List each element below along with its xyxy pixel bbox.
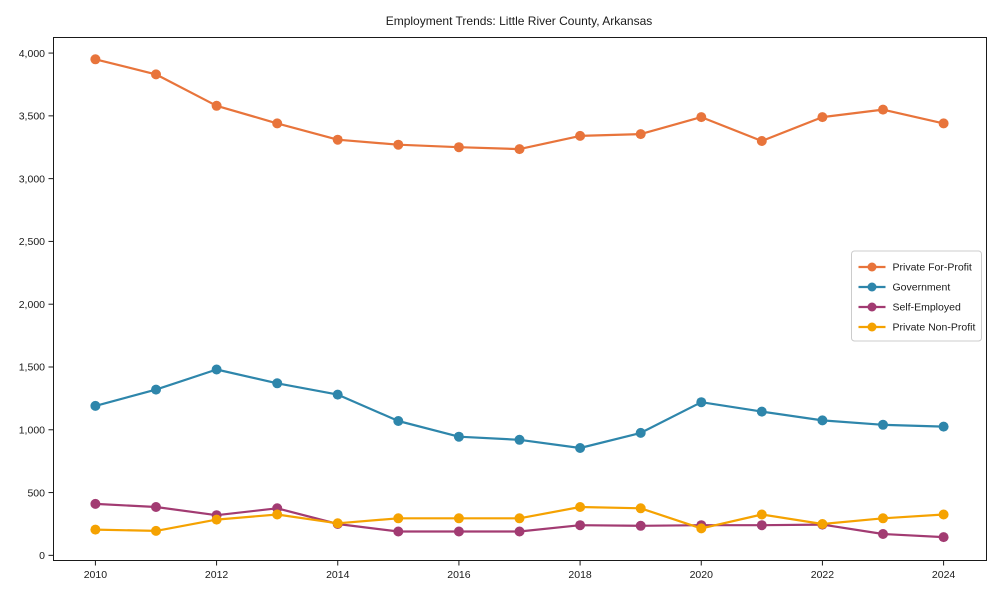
y-tick-label: 2,000: [19, 299, 45, 311]
private-non-profit-data-point: [453, 513, 464, 524]
private-for-profit-data-point: [756, 136, 767, 146]
self-employed-data-point: [756, 520, 767, 531]
government-data-point: [575, 443, 586, 453]
legend-box: [851, 250, 982, 342]
legend-marker: [867, 282, 877, 292]
x-tick-label: 2022: [811, 569, 835, 581]
private-non-profit-data-point: [514, 513, 525, 524]
private-for-profit-data-point: [575, 130, 586, 141]
legend-item-private-non-profit: Private Non-Profit: [858, 322, 976, 334]
x-axis: 2010 2012 2014 2016 2018 2020 2022 2024: [84, 560, 956, 581]
government-data-point: [878, 419, 888, 430]
legend-item-private-for-profit: Private For-Profit: [858, 262, 972, 274]
y-tick-label: 0: [39, 550, 45, 562]
x-tick-label: 2024: [932, 569, 956, 581]
y-axis: 0 500 1,000 1,500 2,000 2,500 3,000 3,500 4,000: [19, 48, 54, 562]
y-tick-label: 3,500: [19, 111, 45, 123]
self-employed-data-point: [453, 526, 464, 537]
self-employed-data-point: [90, 498, 101, 509]
private-non-profit-data-point: [696, 523, 707, 534]
y-tick-label: 1,500: [19, 362, 45, 374]
series-private-non-profit: [90, 502, 949, 536]
series-line-private-for-profit: [94, 58, 945, 151]
government-data-point: [393, 416, 404, 426]
y-tick-label: 1,000: [19, 424, 45, 436]
private-non-profit-data-point: [332, 518, 343, 529]
private-non-profit-data-point: [938, 509, 949, 520]
legend-label: Private Non-Profit: [893, 322, 976, 334]
government-data-point: [332, 389, 343, 400]
legend-marker: [867, 302, 877, 312]
legend-marker: [867, 322, 877, 332]
private-for-profit-data-point: [332, 134, 343, 145]
private-for-profit-data-point: [635, 129, 646, 140]
private-non-profit-data-point: [635, 503, 646, 514]
private-non-profit-data-point: [272, 509, 283, 520]
x-tick-label: 2010: [84, 569, 108, 581]
legend-label: Private For-Profit: [893, 262, 972, 274]
private-for-profit-data-point: [211, 100, 222, 111]
self-employed-data-point: [151, 502, 161, 512]
private-for-profit-data-point: [938, 118, 949, 129]
legend: Private For-Profit Government Self-Employe…: [851, 250, 982, 342]
government-data-point: [938, 421, 949, 432]
government-data-point: [453, 431, 464, 442]
legend-label: Self-Employed: [893, 302, 961, 314]
self-employed-data-point: [575, 520, 586, 531]
private-non-profit-data-point: [575, 502, 586, 512]
private-non-profit-data-point: [90, 524, 101, 535]
x-tick-label: 2016: [447, 569, 471, 581]
series-private-for-profit: [90, 54, 949, 155]
self-employed-data-point: [393, 526, 404, 537]
private-non-profit-data-point: [393, 513, 404, 524]
y-tick-label: 500: [27, 487, 45, 499]
series-government: [90, 364, 949, 453]
government-data-point: [272, 378, 283, 389]
private-non-profit-data-point: [756, 509, 767, 520]
x-tick-label: 2012: [205, 569, 229, 581]
legend-marker: [867, 262, 877, 272]
plot-frame: [53, 37, 987, 561]
legend-item-government: Government: [858, 282, 951, 294]
private-non-profit-data-point: [151, 525, 161, 536]
series-self-employed: [90, 498, 949, 543]
government-data-point: [151, 384, 161, 395]
private-non-profit-data-point: [211, 514, 222, 525]
government-data-point: [514, 434, 525, 445]
x-tick-label: 2014: [326, 569, 350, 581]
y-tick-label: 3,000: [19, 173, 45, 185]
private-for-profit-data-point: [514, 144, 525, 155]
private-non-profit-data-point: [817, 519, 828, 529]
legend-label: Government: [893, 282, 951, 294]
private-for-profit-data-point: [453, 142, 464, 153]
private-for-profit-data-point: [272, 118, 283, 129]
private-for-profit-data-point: [393, 139, 404, 150]
self-employed-data-point: [878, 529, 888, 539]
private-for-profit-data-point: [696, 112, 707, 123]
self-employed-data-point: [514, 526, 525, 537]
x-tick-label: 2020: [690, 569, 714, 581]
government-data-point: [211, 364, 222, 375]
government-data-point: [756, 406, 767, 417]
private-for-profit-data-point: [90, 54, 101, 65]
private-for-profit-data-point: [878, 104, 888, 115]
government-data-point: [817, 415, 828, 426]
x-tick-label: 2018: [568, 569, 592, 581]
self-employed-data-point: [635, 520, 646, 531]
private-for-profit-data-point: [151, 69, 161, 80]
government-data-point: [635, 427, 646, 438]
y-tick-label: 4,000: [19, 48, 45, 60]
chart-title: Employment Trends: Little River County, …: [386, 14, 653, 28]
government-data-point: [696, 397, 707, 408]
private-for-profit-data-point: [817, 112, 828, 123]
y-tick-label: 2,500: [19, 236, 45, 248]
private-non-profit-data-point: [878, 513, 888, 524]
government-data-point: [90, 400, 101, 411]
self-employed-data-point: [938, 532, 949, 543]
legend-item-self-employed: Self-Employed: [858, 302, 961, 314]
